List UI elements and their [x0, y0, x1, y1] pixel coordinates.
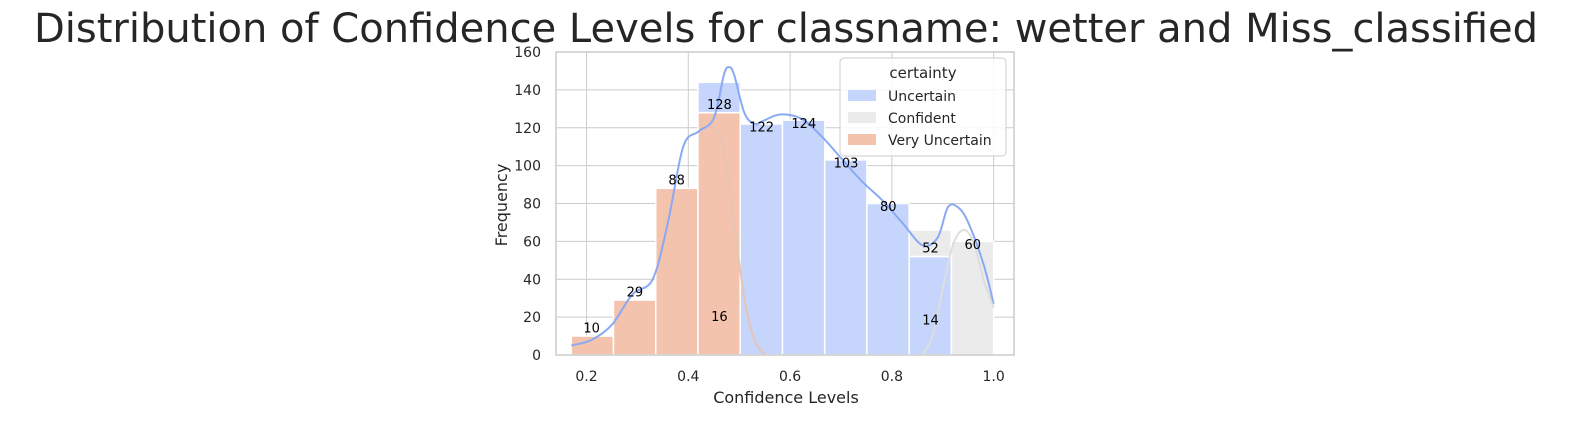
legend-swatch [848, 90, 876, 101]
legend-title: certainty [889, 64, 956, 82]
kde-curve-very-uncertain [703, 125, 766, 356]
bar-confident [950, 240, 995, 356]
data-label: 124 [791, 117, 816, 132]
kde-curve-uncertain [570, 66, 995, 347]
x-tick-label: 0.6 [779, 369, 801, 385]
y-tick-label: 60 [523, 234, 541, 250]
x-tick-label: 0.8 [881, 369, 903, 385]
bar-uncertain [908, 255, 953, 356]
data-label: 10 [583, 321, 600, 336]
axes-frame [555, 51, 1015, 356]
bar-uncertain [781, 119, 826, 356]
data-label: 14 [922, 314, 939, 329]
y-tick-label: 40 [523, 272, 541, 288]
data-label: 29 [627, 285, 644, 300]
y-tick-label: 140 [514, 83, 541, 99]
data-label: 16 [711, 310, 728, 325]
legend-label: Very Uncertain [888, 133, 992, 149]
bar-very-uncertain [654, 187, 699, 356]
data-label: 103 [834, 157, 859, 172]
kde-curve-confident [921, 228, 995, 356]
chart-title: Distribution of Confidence Levels for cl… [34, 6, 1538, 52]
y-tick-label: 160 [514, 45, 541, 61]
bar-uncertain [866, 202, 910, 356]
x-tick-label: 0.2 [575, 369, 597, 385]
bar-very-uncertain [697, 111, 741, 356]
x-tick-label: 0.4 [677, 369, 699, 385]
bar-very-uncertain [612, 299, 657, 356]
y-tick-label: 120 [514, 121, 541, 137]
data-label: 88 [668, 174, 685, 189]
bar-confident [908, 229, 953, 258]
legend-label: Uncertain [888, 89, 956, 105]
bar-uncertain [739, 123, 784, 356]
bar-uncertain [823, 159, 868, 356]
data-label: 52 [922, 242, 939, 257]
x-tick-label: 1.0 [983, 369, 1005, 385]
data-label: 122 [749, 121, 774, 136]
y-tick-label: 20 [523, 310, 541, 326]
legend-swatch [848, 134, 876, 145]
y-tick-label: 0 [532, 348, 541, 364]
data-label: 60 [965, 238, 982, 253]
legend: certainty Uncertain Confident Very Uncertai… [839, 57, 1007, 157]
legend-swatch [848, 112, 876, 123]
y-axis-label: Frequency [492, 164, 511, 247]
y-tick-label: 100 [514, 159, 541, 175]
x-axis-label: Confidence Levels [713, 388, 859, 407]
legend-label: Confident [888, 111, 956, 127]
data-label: 80 [880, 200, 897, 215]
data-label: 128 [707, 98, 732, 113]
y-tick-label: 80 [523, 197, 541, 213]
legend-box [839, 57, 1007, 157]
